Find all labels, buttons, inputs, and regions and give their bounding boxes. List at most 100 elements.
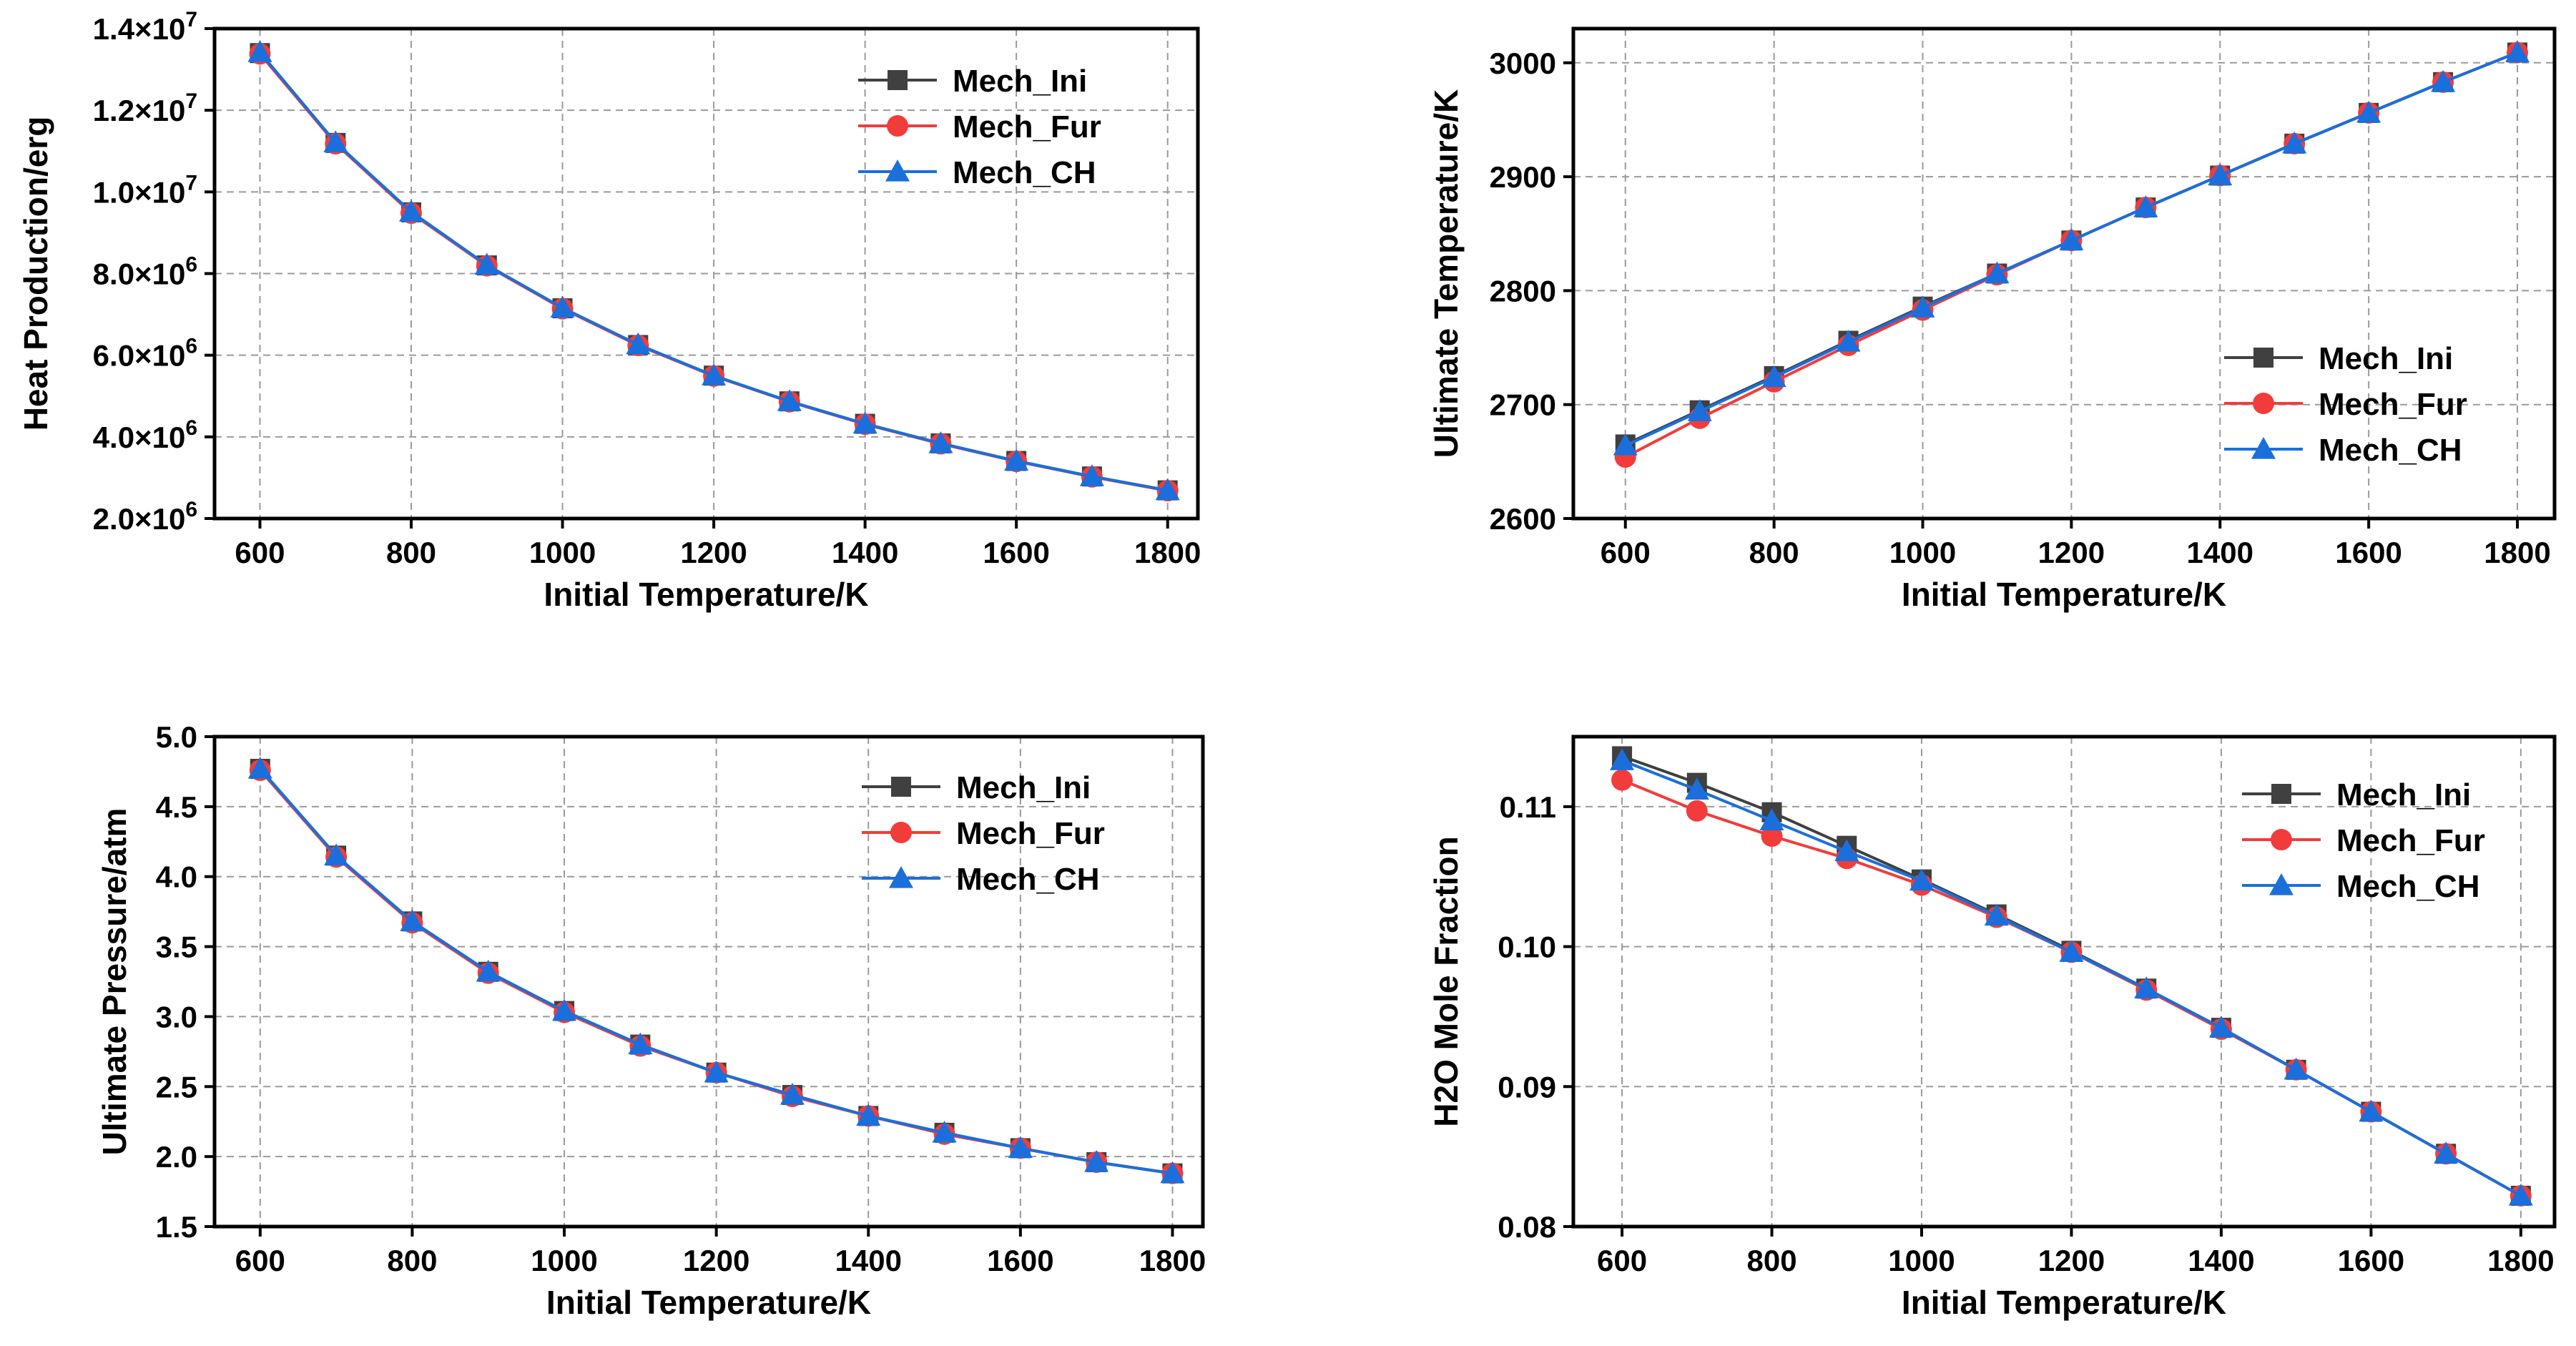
x-tick-label: 1400 (2187, 536, 2253, 569)
data-point-mech-ch (1836, 330, 1861, 352)
y-tick-label: 0.09 (1498, 1070, 1556, 1104)
ultimate-temperature-chart: 600 800 1000 1200 1400 1600 1800 2600 2700 2800 29… (1427, 26, 2557, 613)
y-tick-label: 5.0 (156, 720, 197, 754)
y-tick-label: 4.5 (156, 790, 197, 824)
legend: Mech_Ini Mech_Fur Mech_CH (862, 770, 1105, 897)
legend-marker (2271, 829, 2292, 850)
x-tick-label: 600 (1597, 1244, 1647, 1277)
x-tick-label: 1600 (983, 536, 1049, 569)
data-point-mech-ch (2208, 1016, 2233, 1038)
x-tick-label: 1000 (1888, 1244, 1955, 1277)
data-point-mech-ch (702, 363, 727, 385)
data-point-mech-ch (777, 389, 802, 411)
data-point-mech-ch (2059, 940, 2084, 962)
legend-label: Mech_CH (953, 155, 1096, 190)
data-point-mech-ch (852, 411, 877, 434)
x-tick-label: 1000 (531, 1244, 597, 1277)
data-point-mech-ch (1687, 399, 1712, 421)
data-point-mech-ch (2431, 69, 2456, 92)
legend-label: Mech_CH (2336, 869, 2480, 904)
x-tick-label: 600 (235, 536, 285, 569)
y-tick-label: 2800 (1490, 274, 1556, 308)
y-tick-label: 6.0×106 (93, 335, 197, 373)
data-point-mech-ch (928, 431, 953, 453)
data-point-mech-ch (1004, 448, 1029, 471)
legend-marker (889, 866, 913, 888)
y-tick-label: 1.2×107 (93, 89, 197, 127)
y-tick-label: 2600 (1490, 502, 1556, 536)
x-tick-label: 1000 (1889, 536, 1956, 569)
y-tick-label: 0.08 (1498, 1210, 1556, 1244)
x-axis-title: Initial Temperature/K (544, 576, 868, 613)
legend-label: Mech_Ini (2336, 777, 2471, 812)
y-tick-label: 2.0×106 (93, 498, 197, 536)
x-tick-label: 800 (1747, 1244, 1797, 1277)
y-tick-label: 3.0 (156, 1000, 197, 1033)
y-tick-label: 0.10 (1498, 930, 1556, 964)
data-point-mech-ch (626, 332, 651, 355)
data-point-mech-ch (324, 843, 349, 865)
x-tick-label: 1600 (987, 1244, 1053, 1277)
y-axis-title: Ultimate Pressure/atm (96, 808, 133, 1156)
x-axis-title: Initial Temperature/K (546, 1284, 871, 1321)
x-tick-label: 1200 (680, 536, 747, 569)
data-point-mech-fur (1686, 800, 1708, 822)
y-axis-title: Heat Production/erg (17, 117, 54, 431)
data-point-mech-ch (2359, 1099, 2384, 1122)
legend-marker (2253, 393, 2274, 414)
data-point-mech-ch (247, 40, 272, 62)
data-point-mech-ch (780, 1083, 805, 1105)
data-point-mech-ch (550, 295, 575, 318)
plot-frame (212, 735, 1205, 1229)
legend: Mech_Ini Mech_Fur Mech_CH (858, 64, 1101, 190)
legend-label: Mech_Fur (2336, 823, 2485, 858)
data-point-mech-ch (1684, 777, 1709, 800)
data-point-mech-ch (2505, 40, 2530, 63)
data-point-mech-ch (1610, 748, 1635, 770)
y-tick-label: 4.0×106 (93, 416, 197, 454)
x-tick-label: 1800 (1134, 536, 1201, 569)
data-point-mech-ch (2208, 163, 2233, 186)
data-point-mech-ch (2356, 100, 2381, 123)
legend-label: Mech_Ini (2319, 341, 2453, 376)
legend-label: Mech_Fur (2319, 387, 2467, 422)
y-tick-label: 2.5 (156, 1070, 197, 1104)
data-point-mech-ch (1759, 808, 1784, 831)
data-point-mech-ch (474, 252, 499, 275)
x-tick-label: 800 (1749, 536, 1799, 569)
data-point-mech-ch (399, 200, 423, 222)
legend-label: Mech_Fur (956, 816, 1105, 851)
legend-marker (888, 70, 908, 90)
data-point-mech-ch (1985, 261, 2010, 284)
x-tick-label: 1600 (2335, 536, 2402, 569)
legend-marker (2269, 873, 2294, 895)
data-point-mech-ch (1079, 464, 1104, 486)
y-tick-label: 2900 (1490, 160, 1556, 194)
y-tick-label: 0.11 (1500, 790, 1556, 824)
data-point-mech-ch (1834, 839, 1859, 862)
data-point-mech-ch (704, 1060, 729, 1083)
y-tick-label: 3.5 (156, 930, 197, 964)
y-tick-label: 1.4×107 (93, 8, 197, 46)
data-point-mech-fur (1611, 769, 1633, 791)
x-tick-label: 1800 (2484, 536, 2550, 569)
data-point-mech-ch (1613, 433, 1638, 456)
y-tick-label: 2.0 (156, 1140, 197, 1174)
data-point-mech-ch (2284, 1057, 2309, 1080)
data-point-mech-ch (476, 959, 501, 982)
data-point-mech-ch (2508, 1183, 2533, 1206)
legend-label: Mech_Ini (956, 770, 1091, 805)
plot-frame (1571, 735, 2557, 1229)
legend-label: Mech_CH (2319, 433, 2462, 468)
data-point-mech-fur (1761, 825, 1783, 847)
y-tick-label: 1.0×107 (93, 171, 197, 209)
y-axis-title: Ultimate Temperature/K (1427, 89, 1465, 458)
y-tick-label: 2700 (1490, 388, 1556, 422)
data-point-mech-ch (1761, 365, 1786, 388)
legend: Mech_Ini Mech_Fur Mech_CH (2224, 341, 2467, 468)
legend-marker (885, 159, 910, 182)
legend-label: Mech_Ini (953, 64, 1087, 99)
x-axis-title: Initial Temperature/K (1902, 576, 2226, 613)
